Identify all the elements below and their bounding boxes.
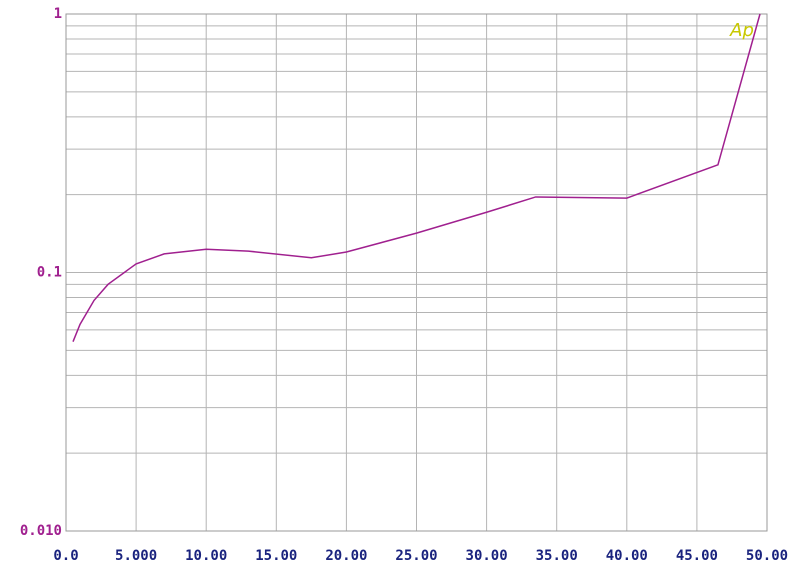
y-tick-label: 0.1 — [37, 265, 62, 281]
y-tick-label: 1 — [54, 6, 62, 22]
x-tick-label: 45.00 — [676, 548, 718, 564]
x-tick-label: 25.00 — [395, 548, 437, 564]
x-tick-label: 0.0 — [53, 548, 78, 564]
x-tick-label: 15.00 — [255, 548, 297, 564]
y-tick-label: 0.010 — [20, 523, 62, 539]
x-tick-label: 20.00 — [325, 548, 367, 564]
x-tick-label: 5.000 — [115, 548, 157, 564]
x-tick-label: 30.00 — [466, 548, 508, 564]
x-tick-label: 40.00 — [606, 548, 648, 564]
line — [72, 13, 761, 342]
x-tick-label: 35.00 — [536, 548, 578, 564]
x-tick-label: 50.00 — [746, 548, 788, 564]
plot-border — [65, 13, 768, 532]
x-tick-label: 10.00 — [185, 548, 227, 564]
logo: Ap — [729, 20, 754, 41]
